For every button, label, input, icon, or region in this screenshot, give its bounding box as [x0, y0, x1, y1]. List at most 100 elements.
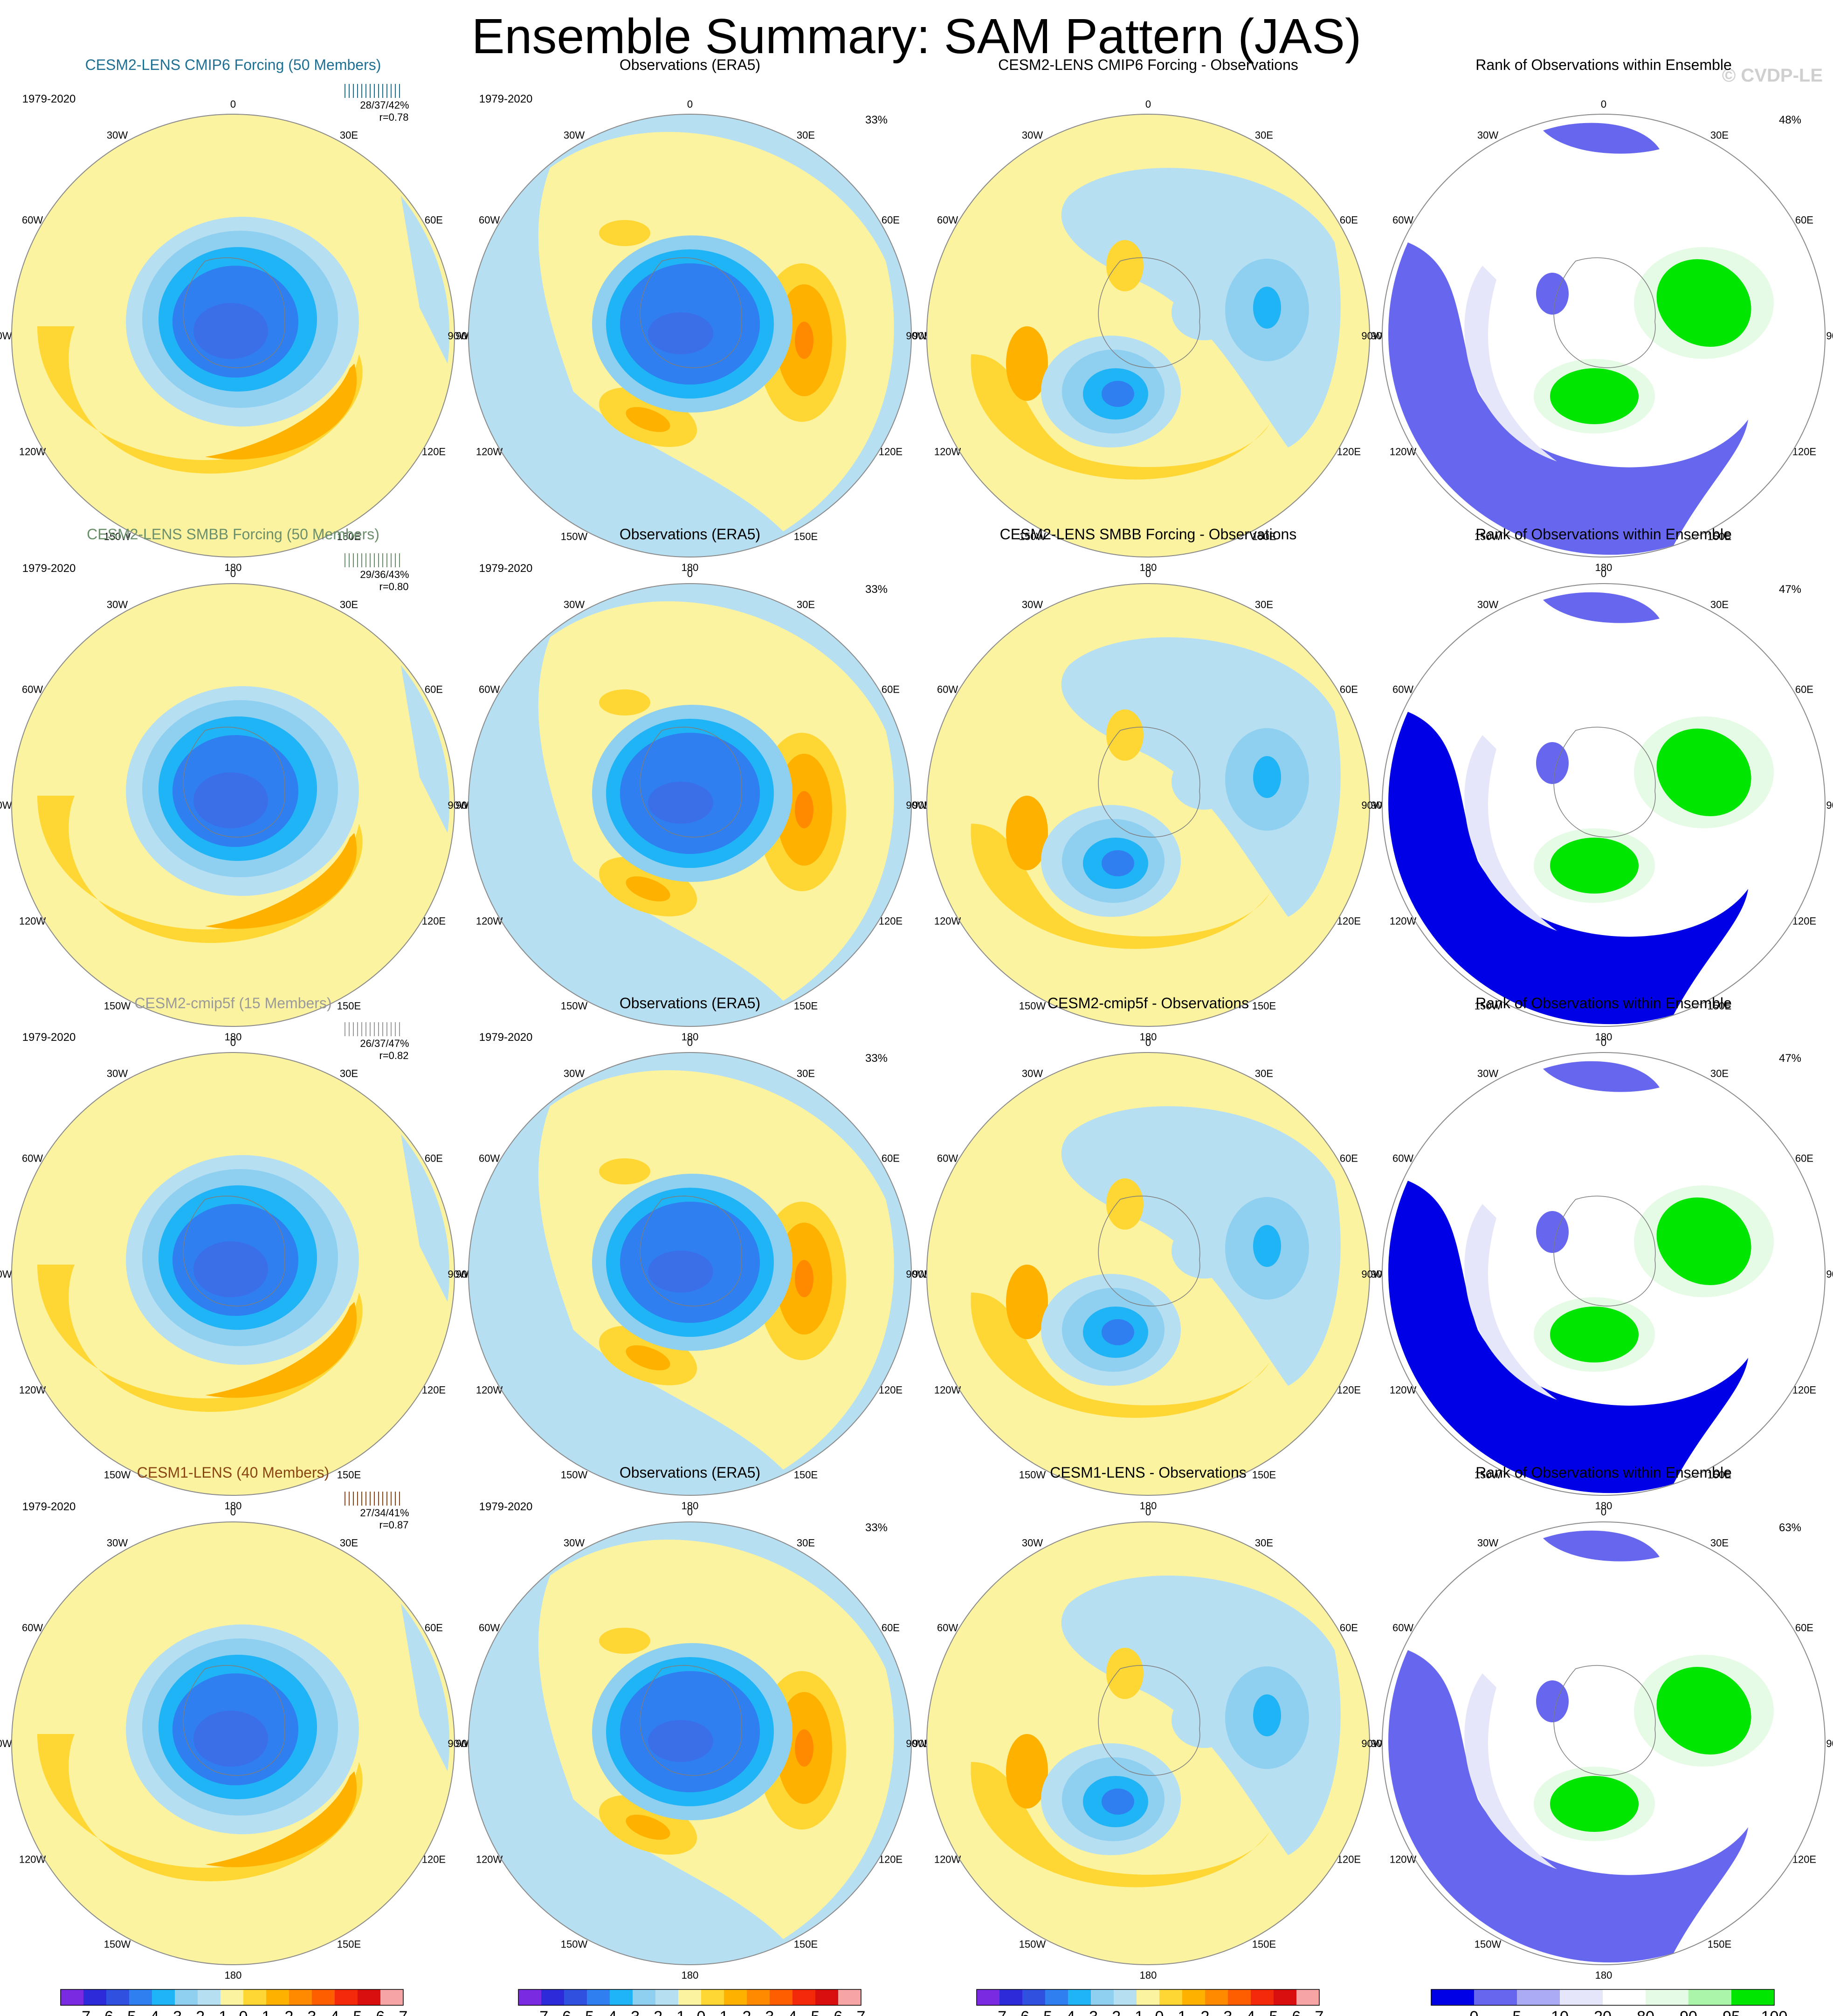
longitude-label: 90E: [1826, 330, 1833, 342]
panel-title: CESM1-LENS - Observations: [1050, 1464, 1246, 1481]
antarctica-coastline: [1098, 1665, 1200, 1776]
pattern-correlation: r=0.80: [379, 581, 409, 592]
longitude-label: 120W: [934, 1854, 961, 1865]
map-outline: [926, 114, 1370, 557]
colorbar-swatch: [358, 1989, 380, 2005]
longitude-label: 120E: [879, 1854, 903, 1865]
longitude-label: 120E: [1792, 1384, 1816, 1396]
colorbar-swatch: [999, 1989, 1022, 2005]
map-panel-r3-c1: 030E60E90E120E150E180150W120W90W60W30WCE…: [0, 995, 474, 1512]
longitude-label: 30W: [107, 130, 128, 141]
longitude-label: 60W: [1392, 684, 1413, 695]
longitude-label: 30W: [107, 1068, 128, 1080]
colorbar-swatch: [977, 1989, 999, 2005]
colorbar-swatch: [1431, 1989, 1474, 2005]
longitude-label: 30E: [797, 130, 815, 141]
map-outline: [11, 583, 455, 1027]
map-outline: [1382, 1521, 1826, 1965]
map-outline: [1382, 1052, 1826, 1496]
longitude-label: 90W: [448, 1268, 469, 1280]
colorbar-hpa-3: -7-6-5-4-3-2-101234567hPa: [976, 1989, 1324, 2016]
colorbar-swatch: [1251, 1989, 1274, 2005]
longitude-label: 90W: [0, 1738, 12, 1749]
longitude-label: 120E: [879, 915, 903, 927]
longitude-label: 150E: [1252, 1469, 1276, 1480]
colorbar-swatch: [380, 1989, 403, 2005]
antarctica-coastline: [183, 727, 285, 838]
longitude-label: 120E: [1337, 915, 1361, 927]
longitude-label: 30W: [1477, 1068, 1498, 1080]
longitude-label: 30E: [1255, 1537, 1273, 1549]
years-label: 1979-2020: [22, 1500, 76, 1513]
panel-title: Observations (ERA5): [620, 526, 760, 543]
colorbar-tick: 0: [239, 2008, 248, 2016]
colorbar-tick: 0: [697, 2008, 706, 2016]
longitude-label: 90E: [1826, 1268, 1833, 1280]
longitude-label: 120W: [476, 915, 503, 927]
longitude-label: 60W: [937, 214, 958, 226]
map-panel-r4-c4: 0 30E 60E 90E 120E 150E 180 150W 120W 90W 60W 30W Ra…: [1361, 1464, 1833, 1981]
longitude-label: 30W: [564, 1537, 585, 1549]
longitude-label: 150W: [1475, 1469, 1502, 1480]
longitude-label: 30W: [1477, 1537, 1498, 1549]
colorbar-tick: 5: [811, 2008, 820, 2016]
percent-label: 33%: [865, 1052, 888, 1065]
colorbar-tick: -3: [1084, 2008, 1098, 2016]
colorbar-tick: -1: [671, 2008, 685, 2016]
colorbar-tick: 95: [1723, 2008, 1740, 2016]
longitude-label: 150W: [104, 1000, 131, 1011]
longitude-label: 90W: [1361, 330, 1382, 342]
longitude-label: 150W: [104, 1469, 131, 1480]
colorbar-tick: -6: [1015, 2008, 1029, 2016]
map-panel-r2-c2: 030E60E90E120E150E180150W120W90W60W30WOb…: [448, 526, 930, 1043]
panel-title: CESM2-cmip5f - Observations: [1047, 995, 1249, 1011]
longitude-label: 60W: [22, 214, 43, 226]
longitude-label: 30W: [1022, 1068, 1043, 1080]
longitude-label: 150W: [1019, 530, 1046, 542]
longitude-label: 150E: [337, 1469, 361, 1480]
panel-title: CESM2-LENS CMIP6 Forcing (50 Members): [85, 56, 381, 73]
antarctica-coastline: [1098, 257, 1200, 368]
longitude-label: 30E: [1710, 130, 1729, 141]
panel-title: Rank of Observations within Ensemble: [1475, 995, 1732, 1011]
longitude-label: 150E: [794, 1469, 818, 1480]
antarctica-coastline: [183, 1196, 285, 1307]
longitude-label: 120E: [879, 446, 903, 458]
longitude-label: 90W: [906, 330, 927, 342]
longitude-label: 180: [225, 1031, 242, 1043]
longitude-label: 30W: [564, 130, 585, 141]
longitude-label: 120E: [422, 1854, 446, 1865]
longitude-label: 60W: [1392, 1622, 1413, 1634]
longitude-label: 120W: [476, 1384, 503, 1396]
pattern-correlation: r=0.78: [379, 111, 409, 123]
colorbar-tick: 7: [1315, 2008, 1324, 2016]
colorbar-tick: -4: [1061, 2008, 1075, 2016]
colorbar-swatch: [1603, 1989, 1646, 2005]
longitude-label: 30E: [1710, 599, 1729, 611]
colorbar-tick: 80: [1637, 2008, 1654, 2016]
colorbar-tick: 3: [308, 2008, 317, 2016]
antarctica-coastline: [1098, 727, 1200, 838]
longitude-label: 30W: [1022, 1537, 1043, 1549]
colorbar-swatch: [610, 1989, 633, 2005]
colorbar-swatch: [312, 1989, 335, 2005]
longitude-label: 30W: [1022, 599, 1043, 611]
longitude-label: 150E: [1252, 1938, 1276, 1950]
colorbar-tick: -7: [534, 2008, 548, 2016]
longitude-label: 180: [1595, 562, 1612, 573]
longitude-label: 180: [1140, 1500, 1157, 1512]
map-outline: [468, 1521, 912, 1965]
longitude-label: 0: [1601, 1037, 1606, 1048]
map-panel-r2-c3: 030E60E90E120E150E180150W120W90W60W30WCE…: [906, 526, 1389, 1043]
longitude-label: 150E: [794, 1938, 818, 1950]
longitude-label: 90W: [1361, 1268, 1382, 1280]
longitude-label: 30E: [1255, 1068, 1273, 1080]
longitude-label: 30E: [797, 599, 815, 611]
longitude-label: 120E: [422, 1384, 446, 1396]
colorbar-swatch: [1114, 1989, 1137, 2005]
map-panel-r1-c3: 030E60E90E120E150E180150W120W90W60W30WCE…: [906, 56, 1389, 573]
longitude-label: 60E: [1340, 684, 1358, 695]
longitude-label: 150E: [337, 1000, 361, 1011]
map-panel-r1-c2: 030E60E90E120E150E180150W120W90W60W30WOb…: [448, 56, 930, 573]
colorbar-tick: 1: [262, 2008, 271, 2016]
